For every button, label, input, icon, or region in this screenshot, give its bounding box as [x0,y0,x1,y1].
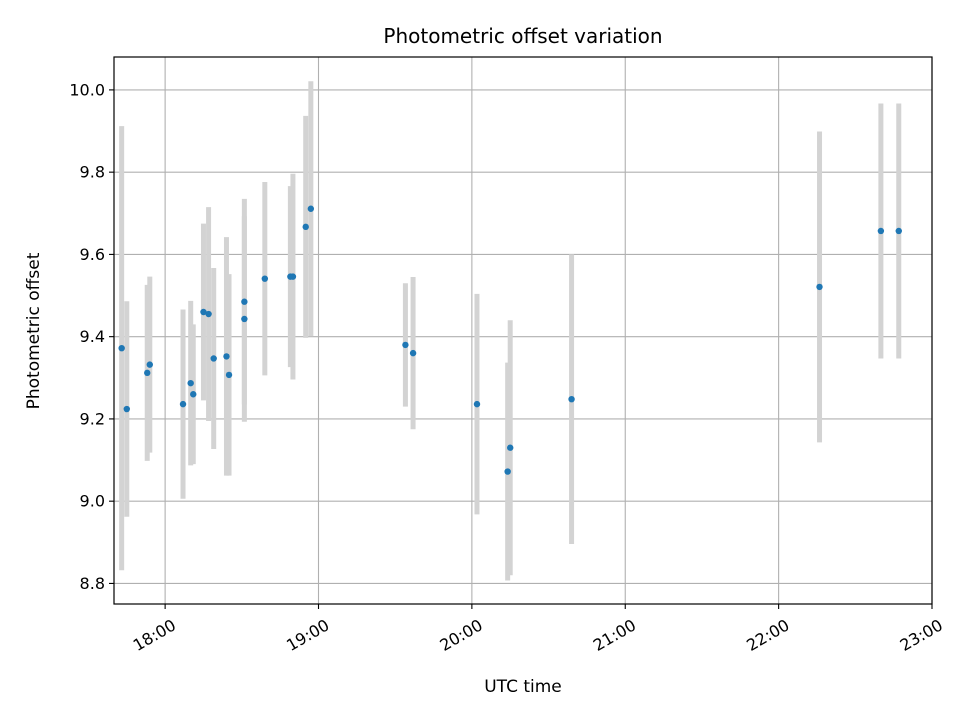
data-point [144,369,151,377]
data-point [146,361,153,368]
x-tick-label: 18:00 [130,615,179,655]
y-tick-label: 9.8 [80,163,105,182]
data-point [261,275,269,282]
data-point [190,391,197,398]
data-point [895,227,902,235]
data-point [402,341,409,349]
data-point [877,227,885,235]
y-tick-label: 9.4 [80,327,105,346]
y-tick-label: 8.8 [80,574,105,593]
y-tick-label: 10.0 [69,80,105,99]
y-tick-label: 9.0 [80,492,105,511]
data-point [568,395,575,403]
data-point [816,283,823,291]
x-tick-label: 23:00 [897,615,946,655]
x-tick-label: 19:00 [283,615,332,655]
x-tick-label: 20:00 [436,615,485,655]
x-tick-label: 22:00 [743,615,792,655]
data-point [123,405,130,413]
data-point [225,371,233,379]
data-point [210,355,217,362]
x-axis-ticks: 18:00 19:00 20:00 21:00 22:00 23:00 [130,604,946,655]
data-point [205,310,212,318]
y-tick-label: 9.2 [80,409,105,428]
data-point [179,400,187,408]
data-point [307,205,315,212]
y-axis-title: Photometric offset [24,252,44,409]
data-point [473,400,481,408]
y-axis-ticks: 8.8 9.0 9.2 9.4 9.6 9.8 10.0 [69,80,114,593]
data-point [289,273,297,280]
data-point [504,468,511,475]
data-point [241,315,248,323]
grid-lines [114,57,933,604]
data-point [409,349,417,357]
data-point [187,379,194,387]
x-tick-label: 21:00 [590,615,639,655]
data-point [223,353,230,360]
data-point [507,444,514,451]
data-point [241,298,248,305]
x-axis-title: UTC time [484,677,562,697]
y-tick-label: 9.6 [80,245,105,264]
error-bars [119,81,902,581]
data-points [118,205,902,475]
plot-frame [113,56,933,605]
data-point [118,344,125,352]
data-point [200,308,207,316]
data-point [302,223,309,231]
chart-title: Photometric offset variation [383,24,662,48]
